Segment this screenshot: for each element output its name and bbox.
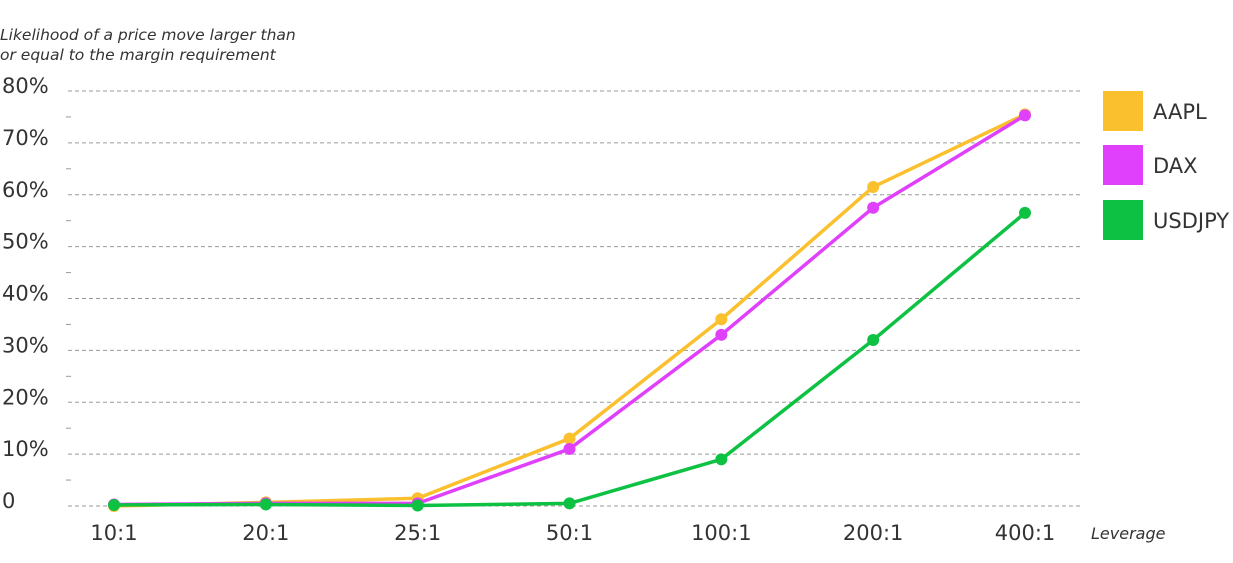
y-tick-label: 0 [2,489,15,513]
data-point [715,453,728,466]
data-point [715,313,728,326]
series-line [112,211,1027,508]
y-tick-label: 80% [2,74,49,98]
legend-label: DAX [1153,154,1198,178]
y-tick-label: 60% [2,178,49,202]
y-tick-label: 20% [2,385,49,409]
legend-swatch [1103,145,1143,185]
y-axis-label-line-1: Likelihood of a price move larger than [0,26,296,44]
data-point [1019,109,1031,122]
data-point [867,201,880,214]
data-point [563,442,576,455]
data-point [867,180,880,193]
x-tick-label: 100:1 [691,521,752,545]
x-axis-label: Leverage [1091,524,1166,543]
data-point [108,498,120,511]
data-point [867,334,880,346]
data-point [563,497,576,510]
legend-label: AAPL [1153,100,1207,124]
series-lines [108,108,1031,512]
y-tick-label: 70% [2,126,49,150]
y-tick-label: 10% [2,437,49,461]
data-point [1019,206,1031,219]
data-point [563,432,576,445]
y-tick-label: 30% [2,333,49,357]
legend: AAPL DAX USDJPY [1103,91,1229,240]
y-tick-label: 40% [2,282,49,306]
y-axis-ticks: 0 10% 20% 30% 40% 50% 60% 70% 80% [2,74,49,513]
data-point [411,499,424,512]
x-tick-label: 50:1 [546,521,593,545]
data-point [715,328,728,341]
data-point [259,498,272,511]
y-axis-label-line-2: or equal to the margin requirement [0,46,277,64]
x-tick-label: 25:1 [394,521,441,545]
x-tick-label: 400:1 [995,521,1056,545]
gridlines [66,90,1082,507]
legend-label: USDJPY [1153,209,1229,233]
y-tick-label: 50% [2,230,49,254]
legend-swatch [1103,200,1143,240]
x-axis-ticks: 10:1 20:1 25:1 50:1 100:1 200:1 400:1 [90,521,1055,545]
x-tick-label: 20:1 [242,521,289,545]
legend-swatch [1103,91,1143,131]
x-tick-label: 200:1 [843,521,904,545]
x-tick-label: 10:1 [90,521,137,545]
